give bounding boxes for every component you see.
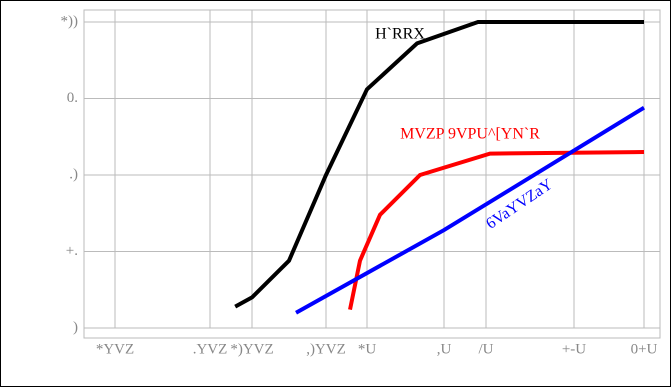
series-label: MVZP 9VPU^[YN`R (400, 126, 540, 143)
x-tick-label: ,)YVZ (306, 341, 346, 357)
y-tick-label: *)) (61, 13, 79, 29)
x-tick-label: .YVZ (193, 341, 228, 357)
x-tick-label: *U (358, 341, 377, 357)
y-tick-label: .) (69, 166, 78, 182)
x-tick-label: /U (479, 341, 494, 357)
series-line (234, 20, 644, 309)
y-tick-label: 0. (67, 90, 78, 106)
series-label: H`RRX (375, 26, 425, 43)
x-tick-label: *)YVZ (230, 341, 273, 357)
series-line (295, 105, 646, 315)
y-tick-label: ) (73, 319, 78, 335)
x-tick-label: +-U (562, 341, 586, 357)
x-tick-label: *YVZ (96, 341, 134, 357)
series-line (348, 150, 645, 311)
x-tick-label: ,U (437, 341, 452, 357)
plot-area (83, 9, 661, 339)
x-tick-label: 0+U (631, 341, 658, 357)
y-tick-label: +. (66, 243, 78, 259)
